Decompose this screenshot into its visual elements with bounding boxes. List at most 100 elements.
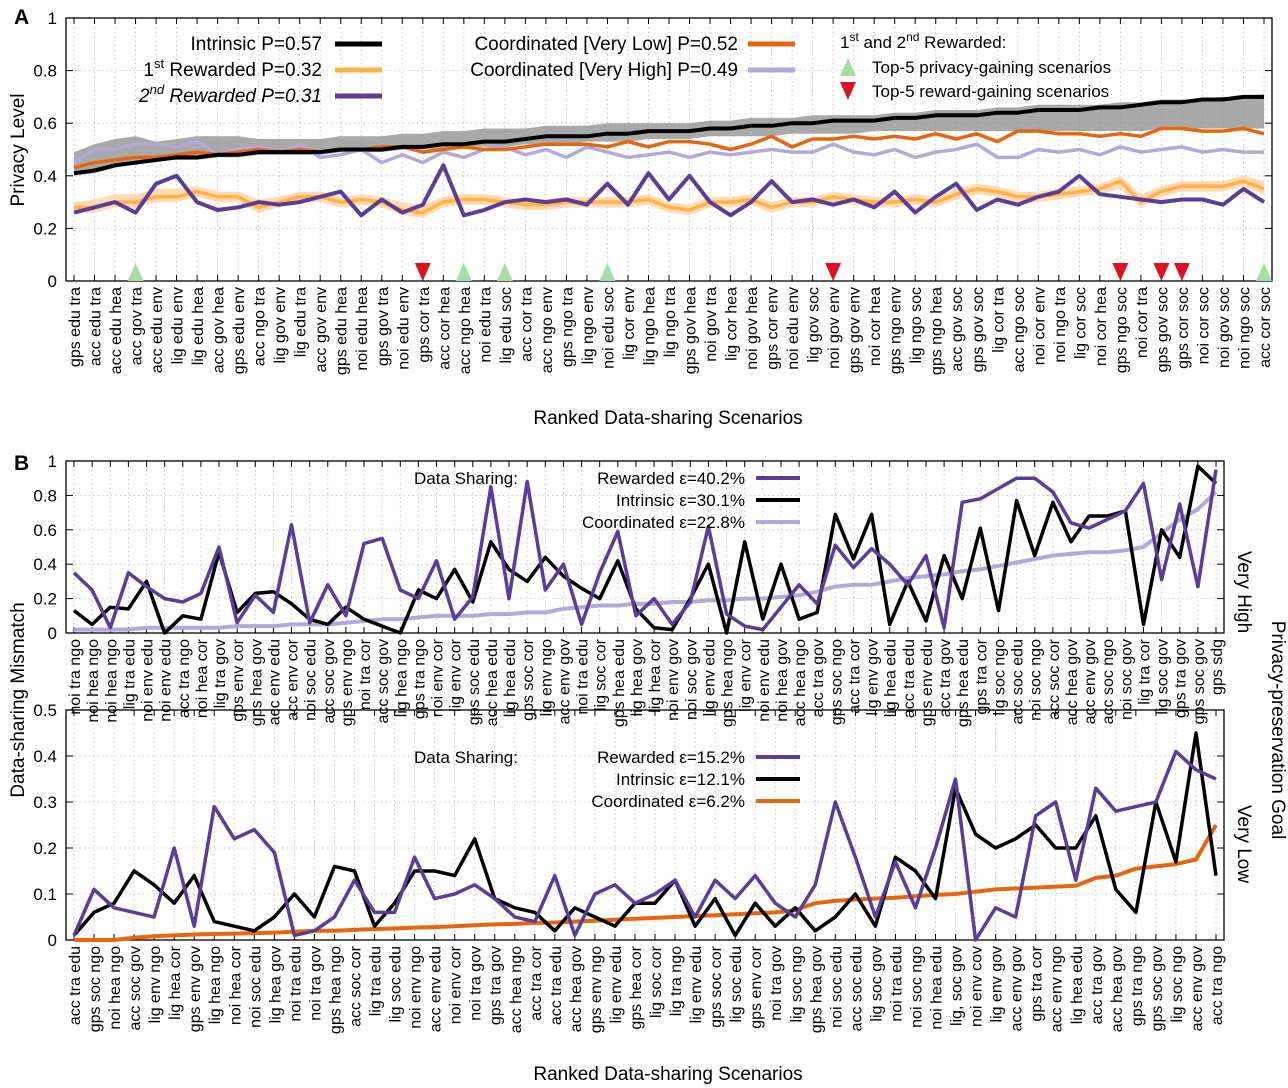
panel-b2-xtick-label: lig env edu (608, 946, 625, 1023)
panel-a-xtick-label: gps cor tra (416, 287, 433, 363)
panel-a-xtick-label: gps gov soc (970, 287, 987, 372)
panel-b1-xtick-label: gps env ngo (339, 639, 356, 726)
panel-b2-ytick-label: 0.4 (33, 747, 57, 766)
top5-reward-marker (1173, 263, 1190, 281)
panel-b2-xtick-label: noi hea cor (227, 945, 244, 1025)
panel-b1-xtick-label: gps tra gov (1173, 639, 1190, 718)
panel-b2-xtick-label: acc tra edu (548, 946, 565, 1025)
panel-a-xtick-label: lig gov env (272, 287, 289, 364)
panel-b1-xtick-label: gps soc gov (1191, 639, 1208, 724)
panel-b2-xtick-label: acc env gov (1009, 946, 1026, 1031)
panel-b2-xtick-label: noi tra edu (287, 946, 304, 1022)
panel-b-ylabel: Data-sharing Mismatch (8, 602, 29, 797)
panel-b2-xtick-label: gps env ngo (588, 946, 605, 1033)
panel-a-ytick-label: 0.2 (33, 219, 57, 238)
panel-b2-xtick-label: lig soc gov (868, 946, 885, 1022)
panel-b1-xtick-label: lig tra gov (212, 639, 229, 708)
panel-b1-xtick-label: acc tra edu (901, 639, 918, 718)
panel-a-ytick-label: 0.6 (33, 114, 57, 133)
panel-a-xtick-label: acc edu env (149, 287, 166, 373)
panel-a-xtick-label: acc cor hea (436, 287, 453, 370)
panel-b2-xtick-label: lig tra ngo (668, 946, 685, 1016)
top5-privacy-marker (1256, 263, 1272, 281)
panel-b2-xtick-label: acc tra ngo (1209, 946, 1226, 1025)
rewarded-band (74, 175, 1264, 218)
panel-b2-xtick-label: lig soc edu (728, 946, 745, 1023)
panel-b1-xtick-label: acc hea edu (484, 639, 501, 726)
panel-a-xtick-label: lig edu soc (498, 287, 515, 364)
panel-b1-xtick-label: lig hea edu (883, 639, 900, 717)
panel-b1-xtick-label: gps soc edu (466, 639, 483, 725)
panel-a-xtick-label: gps cor env (765, 287, 782, 370)
panel-b1-xtick-label: noi hea cor (194, 638, 211, 718)
panel-b1-side-label: Very High (1233, 551, 1254, 633)
top5-reward-marker (1153, 263, 1170, 281)
panel-a-xtick-label: gps gov tra (375, 287, 392, 366)
panel-b2-xtick-label: gps env cor (748, 945, 765, 1028)
panel-a-xtick-label: acc ngo env (539, 287, 556, 373)
panel-b1-xtick-label: gps soc ngo (828, 639, 845, 725)
panel-b1-xtick-label: lig hea ngo (393, 639, 410, 717)
legend-markers-title-part: and 2 (859, 33, 906, 52)
panel-b1-xtick-label: acc hea ngo (792, 639, 809, 726)
panel-b1-xtick-label: gps hea gov (248, 639, 265, 726)
panel-a-ytick-label: 0.4 (33, 167, 57, 186)
panel-b1-xtick-label: gps hea edu (611, 639, 628, 727)
panel-a-xtick-label: lig ngo soc (908, 287, 925, 364)
panel-a-xtick-label: lig ngo tra (662, 287, 679, 357)
panel-b1-ytick-label: 0.4 (33, 555, 57, 574)
panel-a-frame (65, 17, 1273, 282)
panel-b1-rewarded-line (72, 469, 1218, 632)
panel-b2-xtick-label: acc hea ngo (508, 946, 525, 1033)
panel-b1-xtick-label: acc tra gov (937, 639, 954, 717)
legend-tri-down-label: Top-5 reward-gaining scenarios (872, 82, 1109, 101)
panel-b2-xtick-label: gps tra gov (488, 946, 505, 1025)
panel-b2-intrinsic-line (72, 731, 1218, 938)
legend-markers-title: 1st and 2nd Rewarded: (840, 30, 1006, 52)
panel-b2-ytick-label: 0.3 (33, 793, 57, 812)
legend-tri-down (840, 82, 856, 100)
panel-b1-frame (65, 460, 1225, 634)
panel-b2-xtick-label: gps tra cor (1029, 945, 1046, 1021)
panel-b1-xtick-label: noi tra ngo (67, 639, 84, 715)
panel-b1-xtick-label: lig env edu (701, 639, 718, 716)
panel-b2-xtick-label: gps soc gov (1149, 946, 1166, 1031)
legend-rewarded2-num: 2 (138, 86, 150, 107)
panel-b2-xtick-label: lig env edu (688, 946, 705, 1023)
panel-b2-xtick-label: acc soc gov (127, 946, 144, 1030)
panel-b1-xtick-label: noi soc edu (303, 639, 320, 721)
panel-b2-xtick-label: lig tra edu (368, 946, 385, 1016)
panel-a-xtick-label: gps edu env (231, 287, 248, 374)
panel-a-xtick-label: acc ngo soc (1011, 287, 1028, 372)
legend-markers-title-part: st (849, 30, 859, 44)
panel-b2-xtick-label: lig hea ngo (207, 946, 224, 1024)
panel-b1-xtick-label: lig env cor (448, 638, 465, 712)
panel-a-ytick-label: 0.8 (33, 62, 57, 81)
panel-b2-xtick-label: gps env gov (187, 946, 204, 1032)
panel-b1-xtick-label: noi tra edu (575, 639, 592, 715)
top5-privacy-marker (127, 263, 144, 281)
panel-b2-xtick-label: gps hea cor (628, 945, 645, 1029)
panel-b2-ytick-label: 0 (48, 931, 57, 950)
panel-b1-xtick-label: acc tra ngo (176, 639, 193, 718)
legend-coord-low: Coordinated [Very Low] P=0.52 (474, 34, 738, 55)
panel-b1-xtick-label: noi tra cor (357, 638, 374, 710)
panel-b2-xtick-label: acc soc edu (848, 946, 865, 1031)
panel-b2-legend-rewarded: Rewarded ε=15.2% (597, 748, 745, 767)
panel-a-xtick-label: noi edu env (395, 287, 412, 370)
panel-b2-xtick-label: noi env ngo (408, 946, 425, 1029)
legend-rewarded2: 2nd Rewarded P=0.31 (138, 82, 322, 107)
panel-b1-xtick-label: acc soc ngo (1100, 639, 1117, 724)
panel-b1-legend-coordinated: Coordinated ε=22.8% (582, 513, 745, 532)
panel-b2-ytick-label: 0.2 (33, 839, 57, 858)
top5-privacy-marker (496, 263, 513, 281)
panel-b2-xtick-label: lig soc ngo (788, 946, 805, 1023)
panel-b2-xtick-label: lig soc edu (388, 946, 405, 1023)
panel-b1-legend-title: Data Sharing: (414, 469, 518, 488)
intrinsic-line (73, 94, 1264, 176)
panel-b2-ytick-label: 0.1 (33, 885, 57, 904)
panel-a-xtick-label: lig ngo env (580, 287, 597, 364)
legend-rewarded1: 1st Rewarded P=0.32 (143, 56, 322, 81)
panel-b2-frame (65, 709, 1225, 941)
legend-rewarded2-sup: nd (150, 82, 165, 97)
